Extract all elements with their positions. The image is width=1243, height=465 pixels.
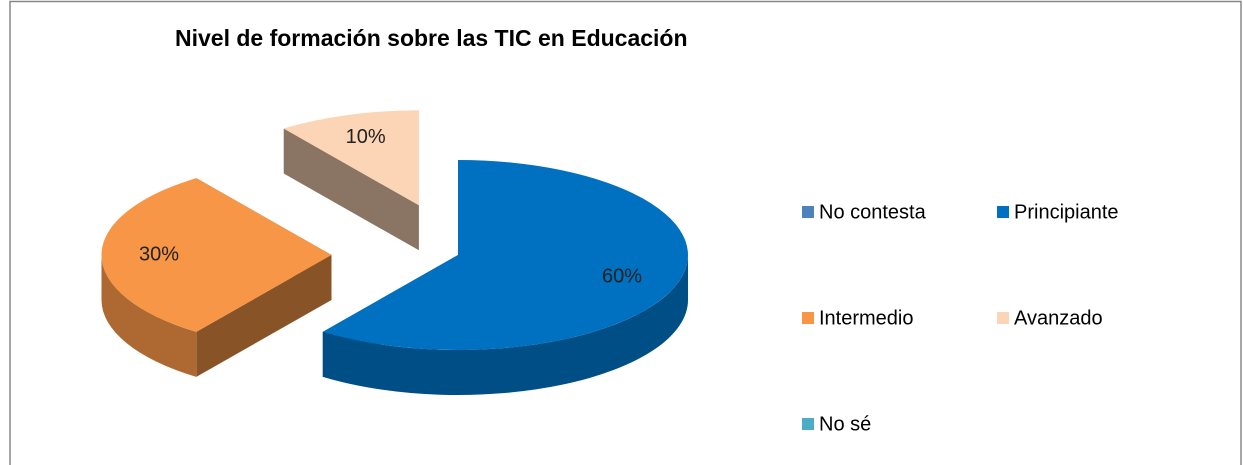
- slice-side: [196, 255, 332, 377]
- slice: [322, 160, 688, 350]
- legend-label: Principiante: [1014, 201, 1119, 223]
- slice-wall: [101, 255, 197, 377]
- legend-swatch: [802, 312, 814, 324]
- legend-swatch: [997, 312, 1009, 324]
- legend-swatch: [997, 206, 1009, 218]
- legend-swatch: [802, 206, 814, 218]
- legend-label: Intermedio: [819, 307, 914, 329]
- data-label: 60%: [602, 265, 642, 287]
- slice: [101, 178, 332, 332]
- legend-label: Avanzado: [1014, 307, 1103, 329]
- data-label: 30%: [139, 243, 179, 265]
- slice: [283, 110, 419, 206]
- legend-swatch: [802, 418, 814, 430]
- legend-label: No sé: [819, 413, 871, 435]
- slice-wall: [322, 255, 688, 396]
- chart-title: Nivel de formación sobre las TIC en Educ…: [175, 25, 688, 51]
- slice-side: [283, 128, 419, 251]
- data-label: 10%: [346, 126, 386, 148]
- legend-label: No contesta: [819, 201, 927, 223]
